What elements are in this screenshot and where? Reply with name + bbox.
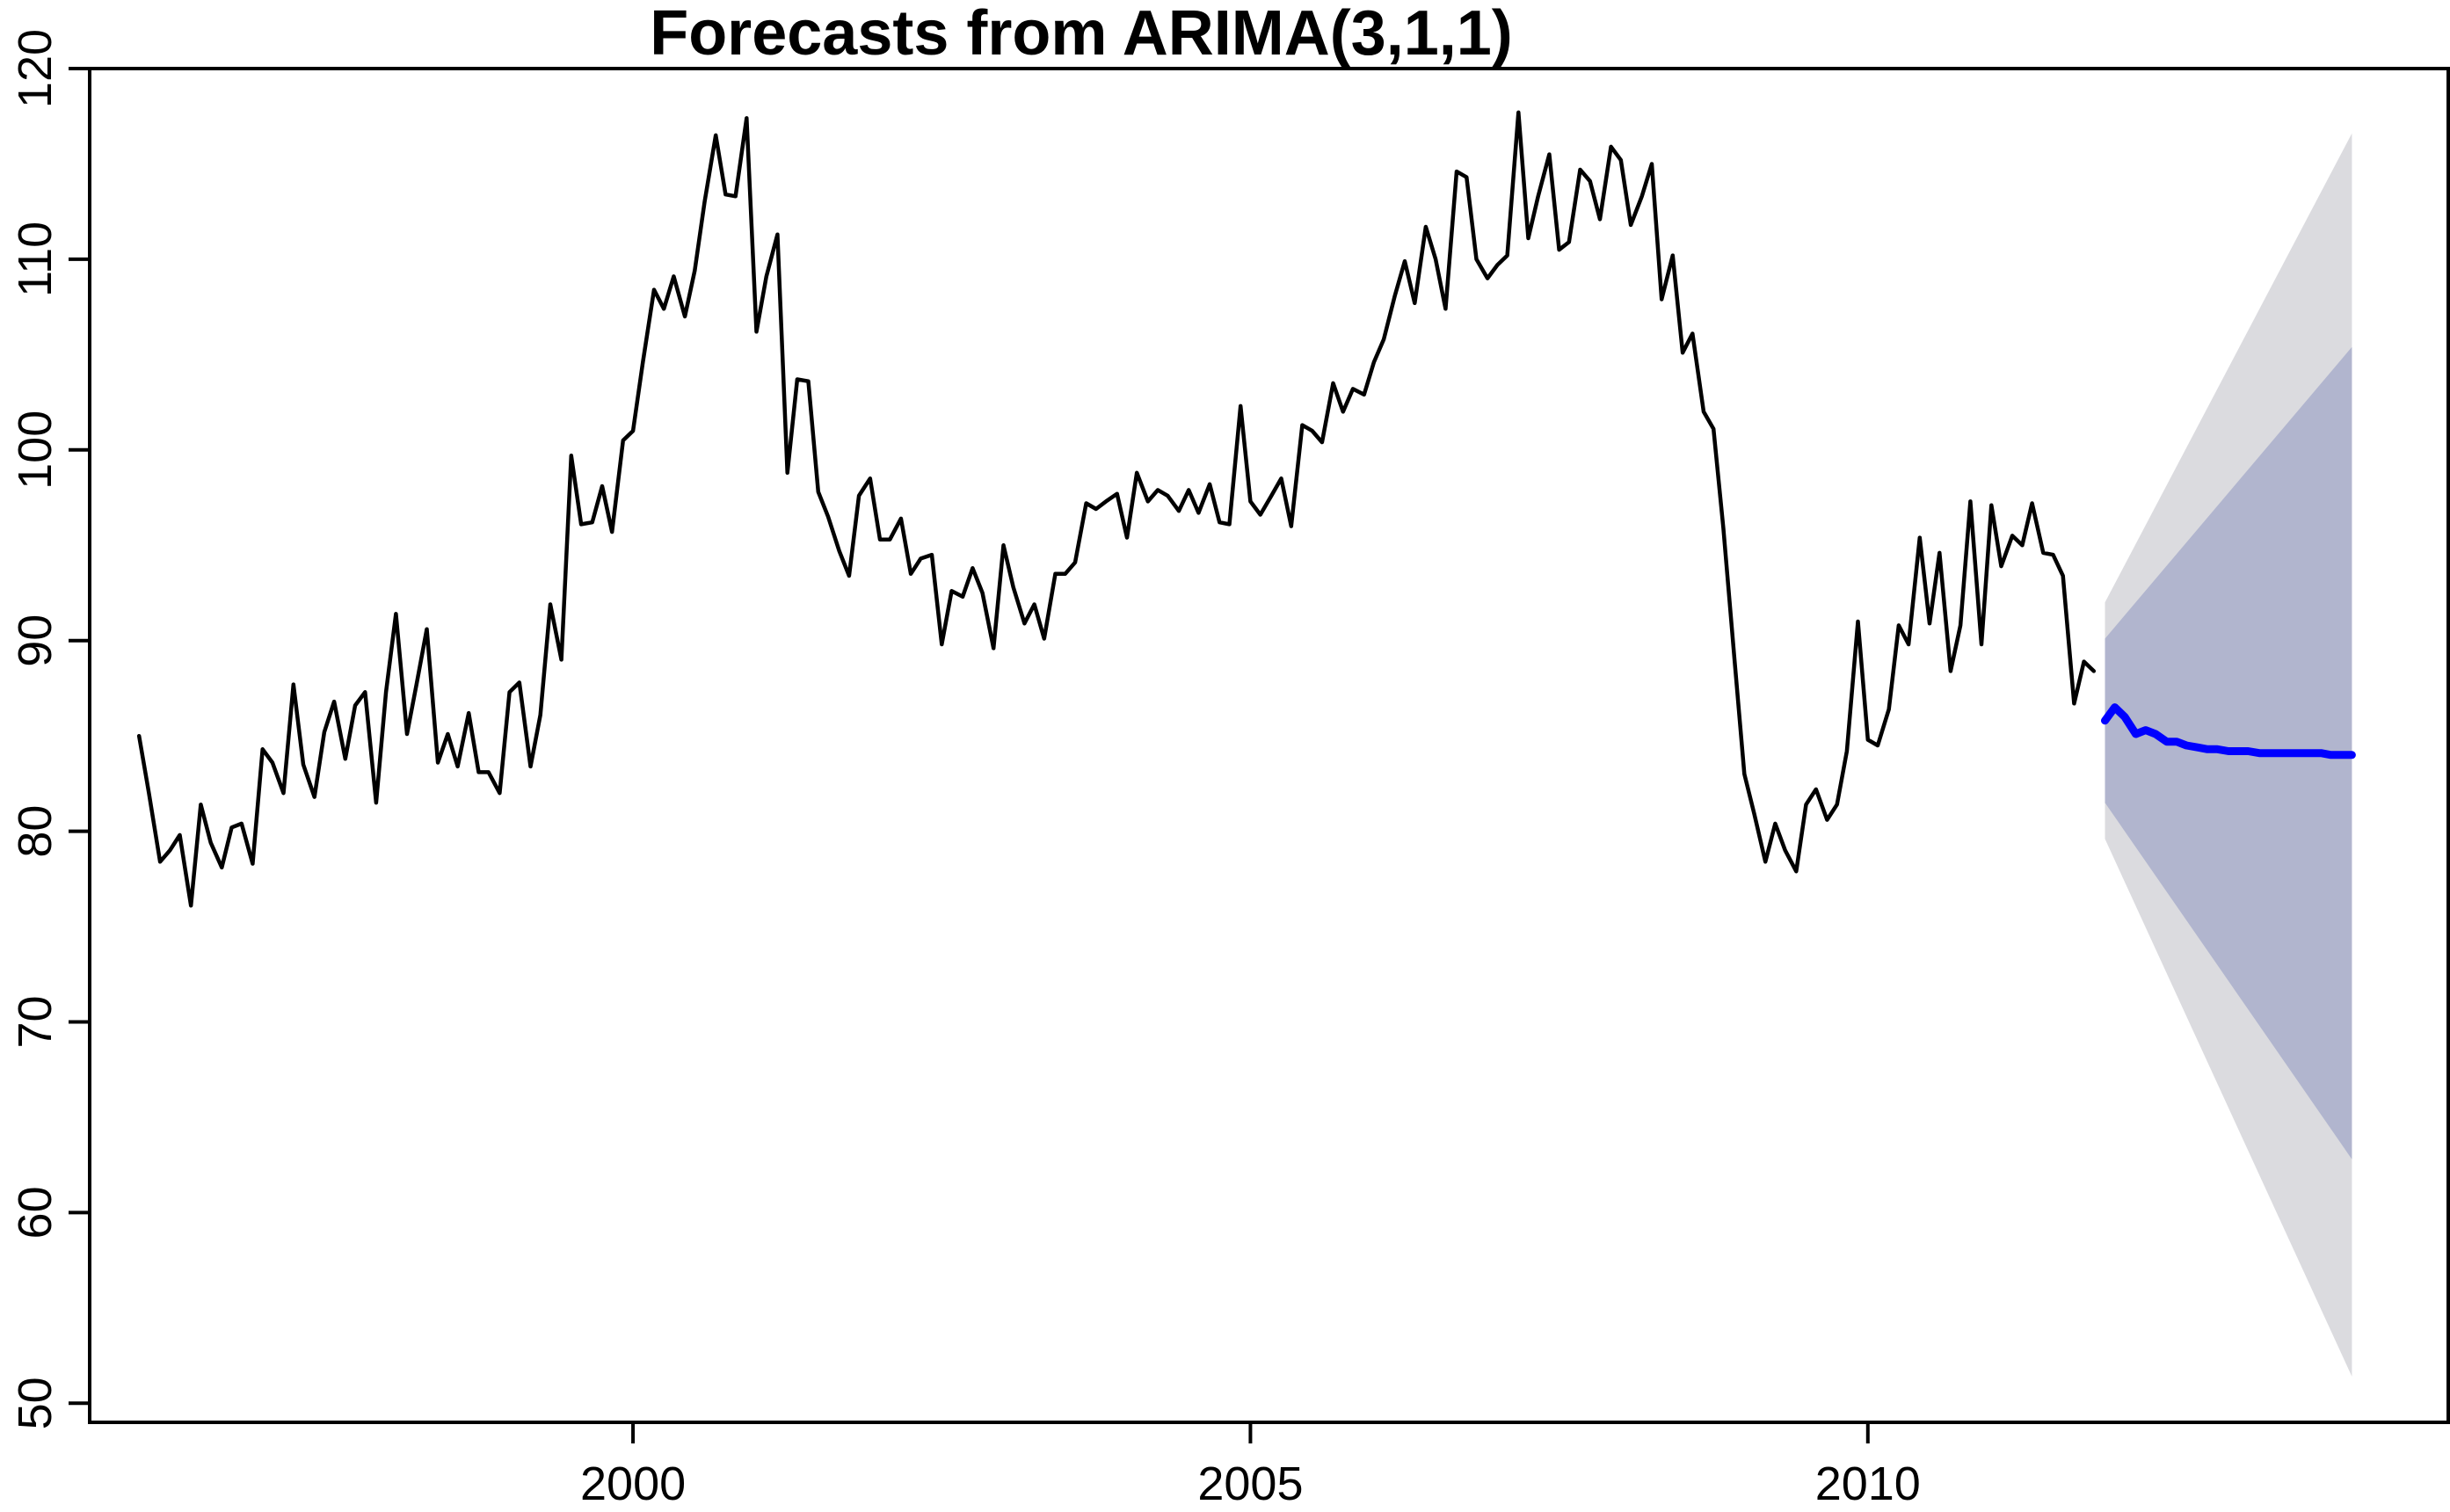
- forecast-series-line: [2101, 703, 2356, 760]
- plot-frame: [88, 67, 2450, 1424]
- x-tick-label: 2000: [580, 1457, 686, 1510]
- y-tick-label: 50: [9, 1377, 62, 1429]
- x-tick-label: 2010: [1815, 1457, 1921, 1510]
- x-tick-label: 2005: [1197, 1457, 1303, 1510]
- y-tick-label: 120: [9, 29, 62, 108]
- series-lines: [136, 110, 2356, 908]
- y-tick-label: 100: [9, 411, 62, 490]
- y-tick-label: 80: [9, 805, 62, 858]
- y-tick-label: 60: [9, 1186, 62, 1239]
- y-tick-label: 110: [9, 222, 62, 297]
- chart-title: Forecasts from ARIMA(3,1,1): [650, 0, 1513, 69]
- y-tick-label: 70: [9, 995, 62, 1048]
- y-tick-label: 90: [9, 614, 62, 667]
- observed-series-line: [136, 110, 2097, 908]
